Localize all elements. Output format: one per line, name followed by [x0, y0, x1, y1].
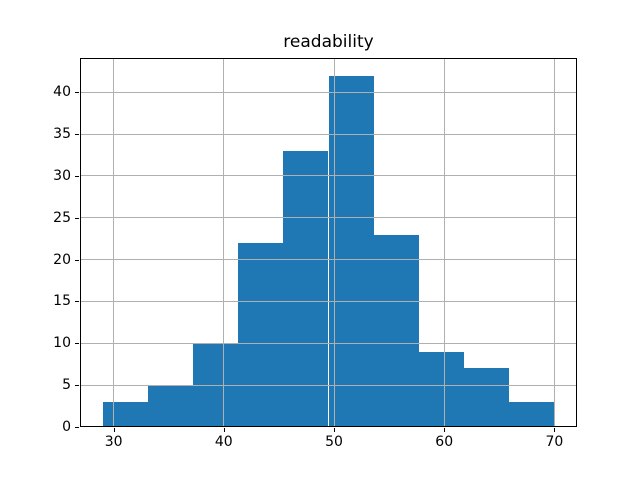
- histogram-bar: [328, 75, 374, 427]
- x-tick-mark: [334, 428, 335, 432]
- y-tick-mark: [75, 301, 79, 303]
- y-tick-label: 35: [53, 126, 71, 143]
- y-tick-label: 40: [53, 84, 71, 101]
- histogram-bar: [238, 242, 284, 427]
- x-tick-mark: [113, 428, 115, 432]
- y-tick-label: 0: [62, 419, 71, 435]
- y-tick-mark: [75, 343, 79, 345]
- chart-title: readability: [283, 32, 374, 52]
- x-tick-label: 60: [435, 434, 454, 450]
- y-tick-label: 30: [53, 167, 71, 184]
- bars-layer: [80, 58, 577, 427]
- histogram-bar: [102, 401, 148, 427]
- histogram-bar: [509, 401, 555, 427]
- y-tick-mark: [75, 175, 79, 177]
- x-tick-mark: [223, 428, 225, 432]
- y-tick-label: 5: [62, 377, 71, 394]
- histogram-bar: [373, 234, 419, 427]
- x-tick-label: 70: [545, 434, 564, 450]
- histogram-bar: [147, 385, 193, 427]
- y-tick-mark: [75, 385, 79, 387]
- y-tick-mark: [75, 259, 79, 261]
- x-tick-label: 50: [325, 434, 343, 450]
- y-tick-label: 25: [53, 209, 71, 226]
- y-tick-label: 10: [53, 335, 71, 352]
- y-tick-label: 15: [53, 293, 71, 310]
- histogram-bar: [418, 351, 465, 427]
- y-tick-mark: [75, 92, 79, 94]
- x-tick-mark: [554, 428, 556, 432]
- histogram-bar: [192, 343, 239, 427]
- y-tick-label: 20: [53, 251, 71, 268]
- y-tick-mark: [75, 427, 79, 428]
- histogram-bar: [464, 368, 510, 427]
- histogram-bar: [283, 150, 329, 427]
- x-tick-mark: [444, 428, 446, 432]
- x-tick-label: 30: [104, 434, 123, 450]
- x-tick-label: 40: [214, 434, 233, 450]
- y-tick-mark: [75, 217, 79, 219]
- y-tick-mark: [75, 134, 79, 136]
- plot-area: [80, 58, 577, 427]
